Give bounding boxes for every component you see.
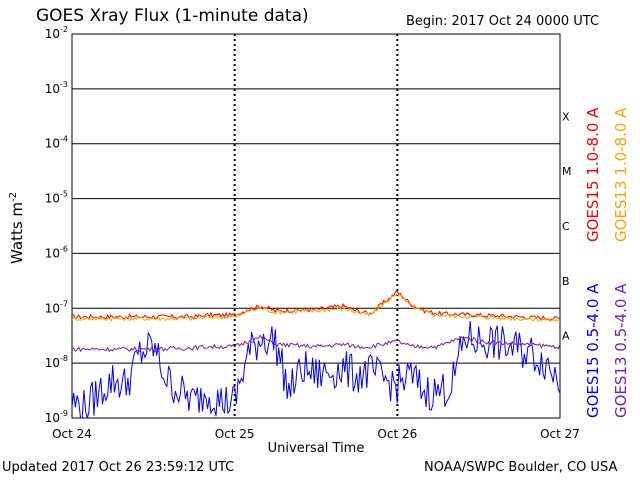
y-tick-label: 10-2 [45,25,68,41]
y-tick-label: 10-3 [45,80,68,96]
x-tick-label: Oct 27 [540,427,580,441]
y-tick-label: 10-7 [45,299,68,315]
y-axis-label: Watts m-2 [8,191,26,264]
legend-goes15-short: GOES15 0.5-4.0 A [584,283,602,418]
chart-title: GOES Xray Flux (1-minute data) [36,6,309,26]
x-axis-label: Universal Time [268,441,365,456]
begin-time-label: Begin: 2017 Oct 24 0000 UTC [406,14,600,29]
y-axis-label-exponent: -2 [8,191,19,202]
credit-label: NOAA/SWPC Boulder, CO USA [424,460,618,475]
y-tick-label: 10-4 [45,135,68,151]
legend-goes13-short: GOES13 0.5-4.0 A [612,283,630,418]
flare-class-label: A [562,330,570,343]
y-tick-label: 10-9 [45,409,68,425]
legend-goes15-long: GOES15 1.0-8.0 A [584,107,602,242]
legend-goes13-long: GOES13 1.0-8.0 A [612,107,630,242]
flare-class-label: C [562,220,570,233]
x-tick-label: Oct 26 [377,427,417,441]
series-line-goes13-1-0-8-0-a [71,293,561,323]
series-line-goes15-0-5-4-0-a [71,320,561,419]
y-tick-label: 10-5 [45,190,68,206]
y-tick-label: 10-8 [45,354,68,370]
updated-time-label: Updated 2017 Oct 26 23:59:12 UTC [2,460,235,475]
series-line-goes13-0-5-4-0-a [71,334,561,353]
flare-class-label: B [562,275,570,288]
flare-class-label: X [562,110,570,123]
plot-area [71,33,561,419]
x-tick-label: Oct 25 [215,427,255,441]
y-tick-label: 10-6 [45,244,68,260]
flare-class-label: M [562,165,572,178]
series-line-goes15-1-0-8-0-a [71,291,561,321]
x-tick-label: Oct 24 [52,427,92,441]
